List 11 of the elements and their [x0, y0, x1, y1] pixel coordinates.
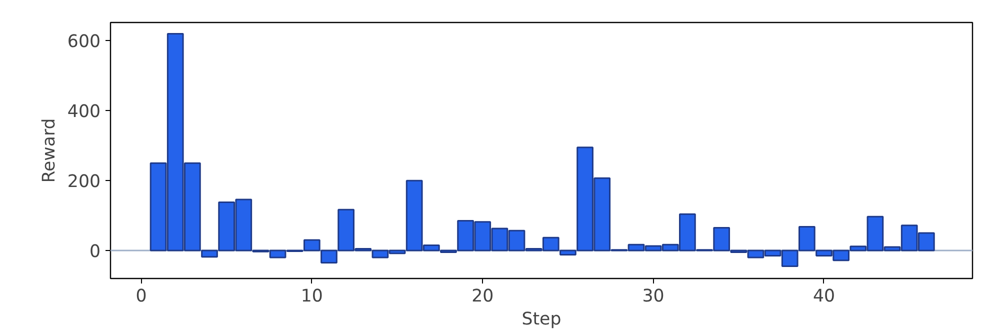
x-axis-title: Step [522, 310, 562, 330]
x-tick-label: 10 [300, 286, 323, 306]
y-tick-label: 200 [67, 172, 101, 192]
x-tick-label: 40 [812, 286, 836, 306]
x-tick-label: 30 [642, 286, 664, 306]
y-axis-title: Reward [39, 118, 60, 183]
y-tick-label: 400 [67, 102, 101, 122]
y-tick-label: 600 [67, 32, 101, 52]
x-tick-label: 0 [136, 286, 147, 306]
x-tick-label: 20 [472, 286, 494, 306]
y-tick-label: 0 [89, 242, 101, 262]
